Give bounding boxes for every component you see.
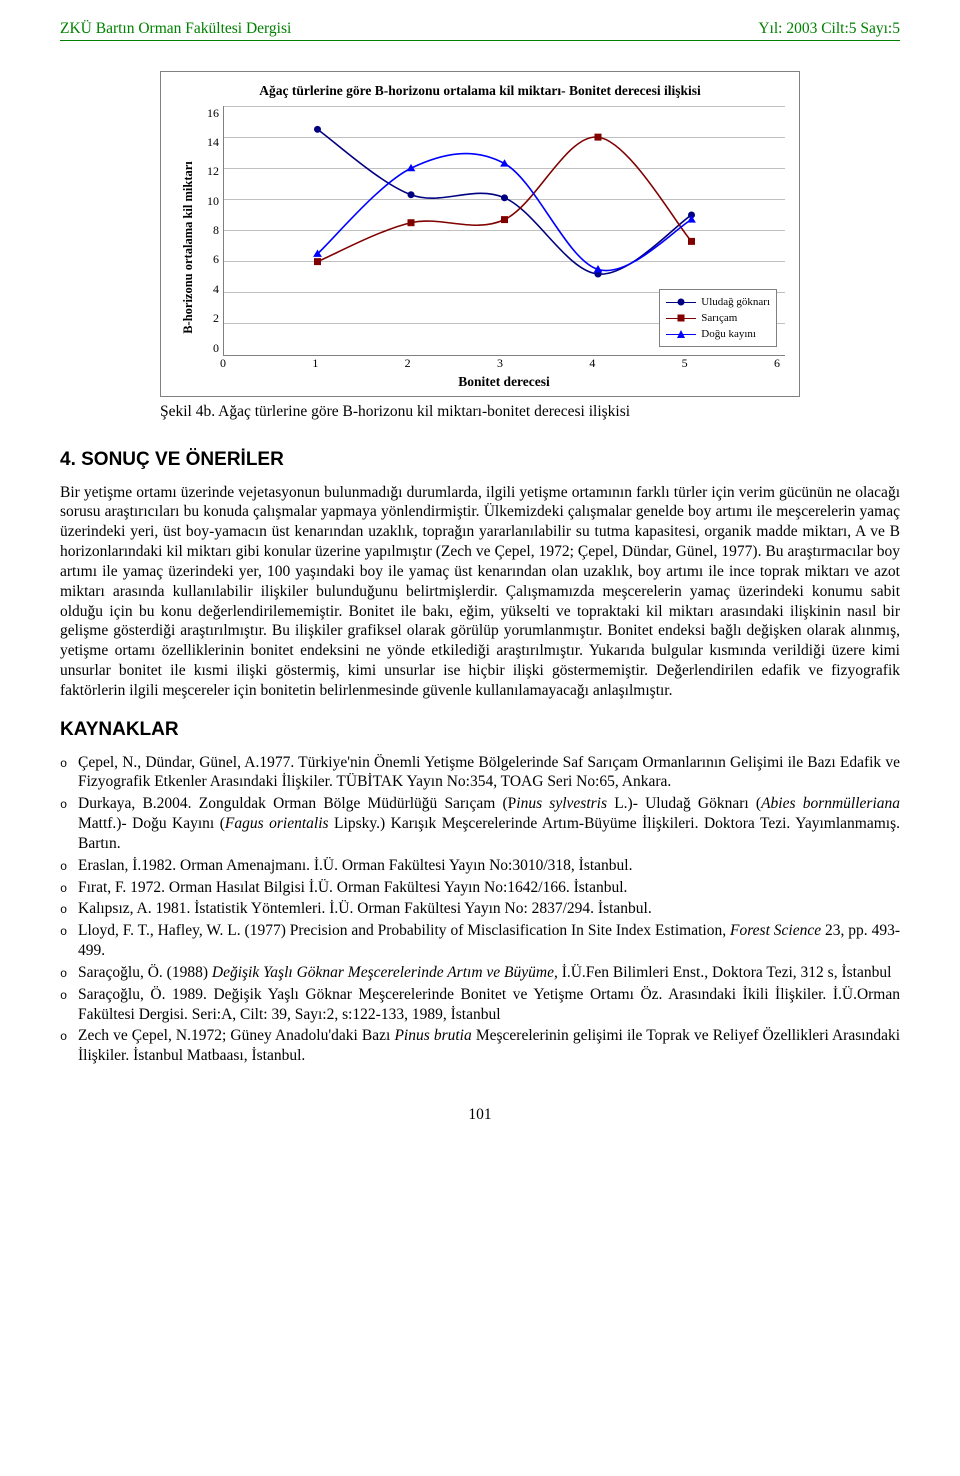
section-heading-conclusions: 4. SONUÇ VE ÖNERİLER <box>60 449 900 471</box>
y-tick-label: 12 <box>201 164 219 179</box>
chart-xlabel: Bonitet derecesi <box>223 374 785 390</box>
chart-x-ticks: 0123456 <box>223 356 785 372</box>
paragraph-conclusions: Bir yetişme ortamı üzerinde vejetasyonun… <box>60 483 900 701</box>
x-tick-label: 5 <box>682 356 774 372</box>
header-left: ZKÜ Bartın Orman Fakültesi Dergisi <box>60 20 291 38</box>
y-tick-label: 4 <box>201 282 219 297</box>
x-tick-label: 4 <box>589 356 681 372</box>
legend-swatch <box>666 329 696 339</box>
legend-label: Sarıçam <box>701 312 737 324</box>
running-header: ZKÜ Bartın Orman Fakültesi Dergisi Yıl: … <box>60 20 900 41</box>
reference-item: Durkaya, B.2004. Zonguldak Orman Bölge M… <box>78 794 900 853</box>
legend-swatch <box>666 297 696 307</box>
y-tick-label: 6 <box>201 252 219 267</box>
header-right: Yıl: 2003 Cilt:5 Sayı:5 <box>758 20 900 38</box>
legend-swatch <box>666 313 696 323</box>
section-heading-references: KAYNAKLAR <box>60 719 900 741</box>
chart-plot-column: Uludağ göknarı Sarıçam Doğu kayını 0123456… <box>223 106 785 390</box>
reference-item: Eraslan, İ.1982. Orman Amenajmanı. İ.Ü. … <box>78 856 900 876</box>
reference-item: Zech ve Çepel, N.1972; Güney Anadolu'dak… <box>78 1026 900 1066</box>
legend-item: Doğu kayını <box>666 326 770 342</box>
chart-body: B-horizonu ortalama kil miktarı 16141210… <box>175 106 785 390</box>
x-tick-label: 2 <box>405 356 497 372</box>
legend-item: Uludağ göknarı <box>666 294 770 310</box>
page: ZKÜ Bartın Orman Fakültesi Dergisi Yıl: … <box>0 0 960 1164</box>
legend-label: Uludağ göknarı <box>701 296 770 308</box>
reference-item: Kalıpsız, A. 1981. İstatistik Yöntemleri… <box>78 899 900 919</box>
y-tick-label: 2 <box>201 311 219 326</box>
y-tick-label: 0 <box>201 341 219 356</box>
reference-item: Saraçoğlu, Ö. (1988) Değişik Yaşlı Gökna… <box>78 963 900 983</box>
chart-container: Ağaç türlerine göre B-horizonu ortalama … <box>160 71 800 397</box>
legend-label: Doğu kayını <box>701 328 756 340</box>
legend-item: Sarıçam <box>666 310 770 326</box>
chart-caption: Şekil 4b. Ağaç türlerine göre B-horizonu… <box>160 403 800 421</box>
reference-item: Fırat, F. 1972. Orman Hasılat Bilgisi İ.… <box>78 878 900 898</box>
x-tick-label: 3 <box>497 356 589 372</box>
chart-plot-area: Uludağ göknarı Sarıçam Doğu kayını <box>223 106 785 356</box>
references-list: Çepel, N., Dündar, Günel, A.1977. Türkiy… <box>60 753 900 1066</box>
y-tick-label: 10 <box>201 194 219 209</box>
y-tick-label: 8 <box>201 223 219 238</box>
x-tick-label: 6 <box>774 356 782 372</box>
reference-item: Çepel, N., Dündar, Günel, A.1977. Türkiy… <box>78 753 900 793</box>
y-tick-label: 14 <box>201 135 219 150</box>
reference-item: Lloyd, F. T., Hafley, W. L. (1977) Preci… <box>78 921 900 961</box>
reference-item: Saraçoğlu, Ö. 1989. Değişik Yaşlı Göknar… <box>78 985 900 1025</box>
page-number: 101 <box>60 1106 900 1124</box>
chart-y-ticks: 16 14 12 10 8 6 4 2 0 <box>201 106 223 356</box>
chart-ylabel: B-horizonu ortalama kil miktarı <box>175 106 201 390</box>
y-tick-label: 16 <box>201 106 219 121</box>
chart-legend: Uludağ göknarı Sarıçam Doğu kayını <box>659 289 777 347</box>
x-tick-label: 0 <box>220 356 312 372</box>
x-tick-label: 1 <box>312 356 404 372</box>
chart-title: Ağaç türlerine göre B-horizonu ortalama … <box>175 82 785 100</box>
